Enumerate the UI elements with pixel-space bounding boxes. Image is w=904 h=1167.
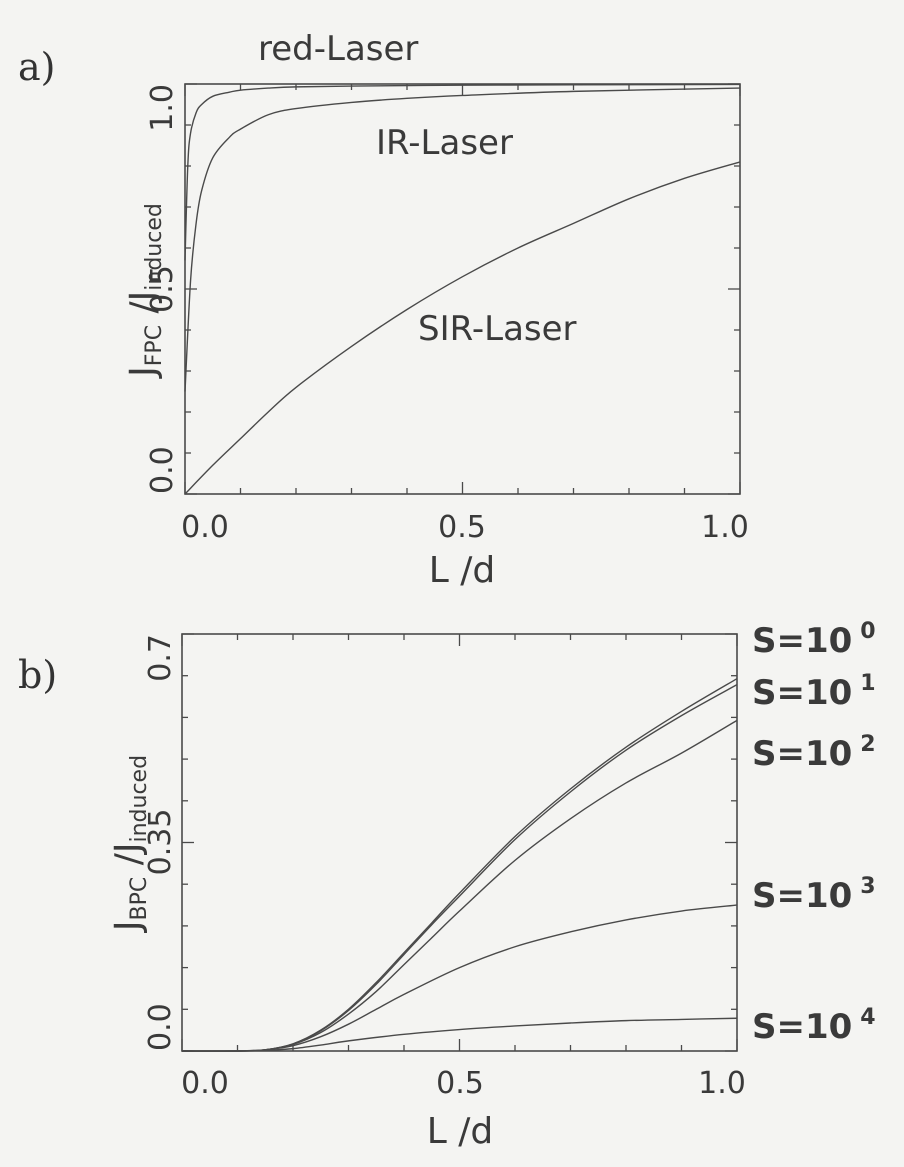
chart-panel-a: a) 0.0 0.5 1.0 0.0 0.5 1.0 L /d JFPC /Ji… xyxy=(18,29,749,591)
y-tick-label: 1.0 xyxy=(145,84,180,132)
tick-marks xyxy=(181,633,738,1052)
series-label-text: S=10 xyxy=(752,621,852,661)
y-tick-label: 0.0 xyxy=(145,446,180,494)
annotation-red-laser: red-Laser xyxy=(258,29,418,69)
y-label-j: J xyxy=(123,366,164,379)
y-axis-label: JFPC /Jinduced xyxy=(123,203,167,379)
y-tick-label: 0.35 xyxy=(143,809,178,876)
series-label-s1e1: S=10 1 xyxy=(752,671,876,713)
series-line-2 xyxy=(184,161,741,495)
panel-label: a) xyxy=(18,45,55,89)
series-lines xyxy=(184,83,741,495)
y-label-j2: J xyxy=(123,291,164,304)
plot-frame xyxy=(181,633,738,1052)
annotation-sir-laser: SIR-Laser xyxy=(418,309,577,349)
series-label-text: S=10 xyxy=(752,673,852,713)
series-label-s1e2: S=10 2 xyxy=(752,732,876,774)
x-tick-label: 0.5 xyxy=(436,1066,484,1101)
y-label-den-sub: induced xyxy=(127,755,152,843)
annotation-ir-laser: IR-Laser xyxy=(376,123,513,163)
y-axis-label: JBPC /Jinduced xyxy=(108,755,152,933)
y-label-slash: / xyxy=(123,300,164,324)
series-label-text: S=10 xyxy=(752,734,852,774)
series-label-exponent: 3 xyxy=(860,874,875,899)
series-label-s1e0: S=10 0 xyxy=(752,619,876,661)
y-label-den-sub: induced xyxy=(142,203,167,291)
series-line-0 xyxy=(181,678,738,1052)
series-label-exponent: 2 xyxy=(860,732,875,757)
series-line-3 xyxy=(181,904,738,1052)
series-lines xyxy=(181,678,738,1052)
series-label-exponent: 0 xyxy=(860,619,875,644)
y-label-num-sub: BPC xyxy=(127,877,152,921)
x-tick-label: 1.0 xyxy=(701,510,749,545)
x-tick-label: 0.5 xyxy=(438,510,486,545)
x-tick-label: 0.0 xyxy=(181,1066,229,1101)
y-label-slash: / xyxy=(108,852,149,876)
y-tick-label: 0.5 xyxy=(145,265,180,313)
series-line-1 xyxy=(184,87,741,392)
x-axis-label: L /d xyxy=(429,550,495,591)
x-tick-label: 1.0 xyxy=(698,1066,746,1101)
chart-panel-b: b) 0.0 0.35 0.7 0.0 0.5 1.0 L /d JBPC /J… xyxy=(18,619,876,1152)
series-label-s1e3: S=10 3 xyxy=(752,874,876,916)
series-label-exponent: 4 xyxy=(860,1005,875,1030)
x-tick-label: 0.0 xyxy=(181,510,229,545)
y-label-j: J xyxy=(108,920,149,933)
series-label-exponent: 1 xyxy=(860,671,875,696)
series-label-text: S=10 xyxy=(752,1007,852,1047)
series-label-text: S=10 xyxy=(752,876,852,916)
y-label-j2: J xyxy=(108,843,149,856)
series-line-0 xyxy=(184,83,741,261)
series-line-1 xyxy=(181,684,738,1052)
series-line-4 xyxy=(181,1017,738,1052)
y-label-num-sub: FPC xyxy=(142,325,167,366)
x-axis-label: L /d xyxy=(427,1111,493,1152)
y-tick-label: 0.7 xyxy=(143,634,178,682)
panel-label: b) xyxy=(18,653,57,697)
series-line-2 xyxy=(181,719,738,1052)
y-tick-label: 0.0 xyxy=(143,1003,178,1051)
series-label-s1e4: S=10 4 xyxy=(752,1005,876,1047)
